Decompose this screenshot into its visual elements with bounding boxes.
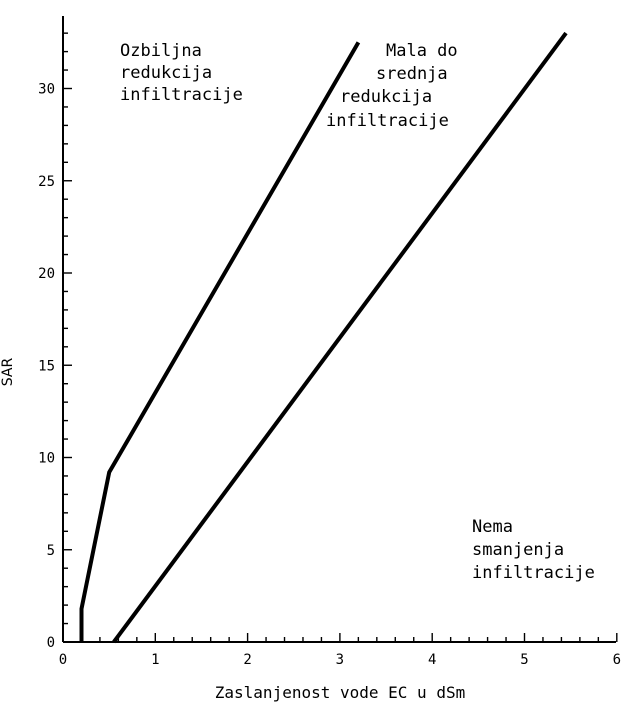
y-tick-label: 5 — [47, 543, 55, 559]
x-axis-label: Zaslanjenost vode EC u dSm — [215, 683, 465, 702]
series — [79, 31, 568, 644]
y-tick-label: 25 — [38, 174, 55, 190]
region-line: infiltracije — [120, 85, 243, 105]
boundary-line-2 — [112, 31, 568, 644]
region-line: srednja — [376, 64, 448, 84]
boundary-line-1 — [79, 41, 361, 642]
x-tick-label: 1 — [151, 652, 159, 668]
y-axis-label: SAR — [0, 358, 16, 387]
x-tick-label: 5 — [520, 652, 528, 668]
region-line: redukcija — [340, 87, 432, 107]
y-tick-label: 20 — [38, 266, 55, 282]
x-tick-label: 2 — [243, 652, 251, 668]
x-tick-label: 0 — [59, 652, 67, 668]
x-tick-label: 4 — [428, 652, 436, 668]
region-label-none: Nema smanjenja infiltracije — [472, 517, 595, 583]
region-label-severe: Ozbiljna redukcija infiltracije — [120, 41, 243, 105]
region-line: infiltracije — [472, 563, 595, 583]
region-line: Mala do — [386, 41, 458, 61]
y-tick-label: 10 — [38, 451, 55, 467]
y-tick-label: 30 — [38, 82, 55, 98]
region-line: Ozbiljna — [120, 41, 202, 61]
region-labels: Ozbiljna redukcija infiltracije Mala do … — [120, 41, 595, 583]
y-tick-label: 0 — [47, 635, 55, 651]
ticks: 0 5 10 15 20 25 30 0 1 2 3 4 5 6 — [38, 32, 621, 668]
x-tick-label: 6 — [613, 652, 621, 668]
x-tick-label: 3 — [336, 652, 344, 668]
region-line: smanjenja — [472, 540, 564, 560]
y-tick-label: 15 — [38, 358, 55, 374]
region-line: Nema — [472, 517, 513, 537]
region-line: redukcija — [120, 63, 212, 83]
region-label-moderate: Mala do srednja redukcija infiltracije — [326, 41, 468, 131]
region-line: infiltracije — [326, 111, 449, 131]
labels: Zaslanjenost vode EC u dSm SAR — [0, 358, 465, 702]
